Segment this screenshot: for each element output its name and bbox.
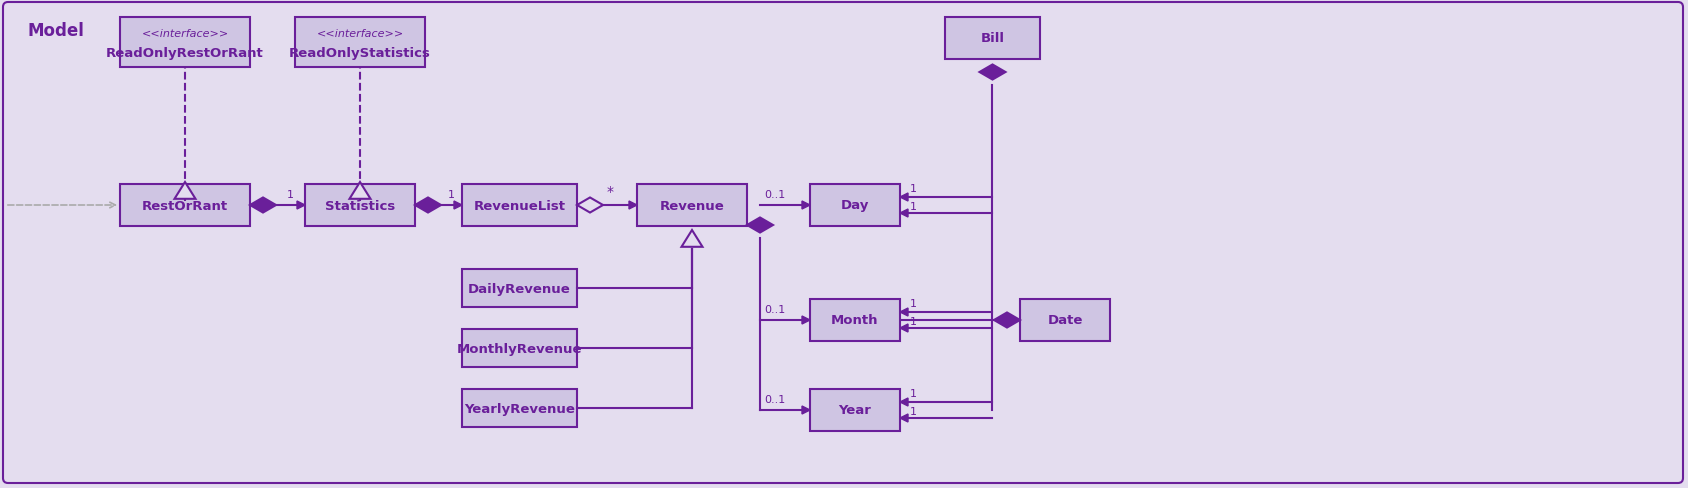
FancyBboxPatch shape xyxy=(1020,299,1111,341)
Polygon shape xyxy=(900,398,908,406)
Polygon shape xyxy=(979,65,1006,81)
Text: 1: 1 xyxy=(910,316,917,326)
FancyBboxPatch shape xyxy=(463,269,577,307)
Polygon shape xyxy=(454,202,463,209)
FancyBboxPatch shape xyxy=(295,18,425,68)
Polygon shape xyxy=(900,194,908,202)
FancyBboxPatch shape xyxy=(306,184,415,226)
Polygon shape xyxy=(802,202,810,209)
Text: 1: 1 xyxy=(910,183,917,194)
Polygon shape xyxy=(297,202,306,209)
Text: Revenue: Revenue xyxy=(660,199,724,212)
FancyBboxPatch shape xyxy=(810,389,900,431)
Text: Statistics: Statistics xyxy=(324,199,395,212)
Polygon shape xyxy=(349,183,370,200)
Text: MonthlyRevenue: MonthlyRevenue xyxy=(457,342,582,355)
FancyBboxPatch shape xyxy=(3,3,1683,483)
Text: 1: 1 xyxy=(447,190,456,200)
Polygon shape xyxy=(174,183,196,200)
Polygon shape xyxy=(250,198,277,213)
Polygon shape xyxy=(900,325,908,332)
Text: RevenueList: RevenueList xyxy=(474,199,565,212)
Text: 1: 1 xyxy=(287,190,294,200)
Text: 1: 1 xyxy=(910,388,917,398)
Polygon shape xyxy=(900,308,908,316)
Text: 1: 1 xyxy=(910,298,917,308)
FancyBboxPatch shape xyxy=(120,18,250,68)
FancyBboxPatch shape xyxy=(945,18,1040,60)
Polygon shape xyxy=(748,218,773,233)
Text: <<interface>>: <<interface>> xyxy=(142,29,228,39)
Text: 0..1: 0..1 xyxy=(765,190,785,200)
Text: <<interface>>: <<interface>> xyxy=(316,29,403,39)
Text: Year: Year xyxy=(839,404,871,417)
Text: RestOrRant: RestOrRant xyxy=(142,199,228,212)
Polygon shape xyxy=(802,316,810,325)
Polygon shape xyxy=(577,198,603,213)
Text: ReadOnlyStatistics: ReadOnlyStatistics xyxy=(289,47,430,61)
Polygon shape xyxy=(900,209,908,218)
Text: Day: Day xyxy=(841,199,869,212)
Polygon shape xyxy=(682,230,702,247)
Text: 0..1: 0..1 xyxy=(765,394,785,404)
FancyBboxPatch shape xyxy=(463,184,577,226)
FancyBboxPatch shape xyxy=(810,299,900,341)
FancyBboxPatch shape xyxy=(463,329,577,367)
Text: Date: Date xyxy=(1047,314,1082,327)
Text: DailyRevenue: DailyRevenue xyxy=(468,282,571,295)
Polygon shape xyxy=(630,202,636,209)
Text: 1: 1 xyxy=(910,406,917,416)
Text: Model: Model xyxy=(29,22,84,40)
FancyBboxPatch shape xyxy=(120,184,250,226)
Text: *: * xyxy=(608,184,614,199)
Polygon shape xyxy=(994,313,1020,328)
FancyBboxPatch shape xyxy=(636,184,748,226)
Polygon shape xyxy=(415,198,441,213)
FancyBboxPatch shape xyxy=(463,389,577,427)
Text: ReadOnlyRestOrRant: ReadOnlyRestOrRant xyxy=(106,47,263,61)
Polygon shape xyxy=(900,414,908,422)
Polygon shape xyxy=(802,406,810,414)
Text: YearlyRevenue: YearlyRevenue xyxy=(464,402,576,415)
Text: Month: Month xyxy=(830,314,879,327)
FancyBboxPatch shape xyxy=(810,184,900,226)
Text: Bill: Bill xyxy=(981,32,1004,45)
Text: 1: 1 xyxy=(910,202,917,212)
Text: 0..1: 0..1 xyxy=(765,305,785,314)
